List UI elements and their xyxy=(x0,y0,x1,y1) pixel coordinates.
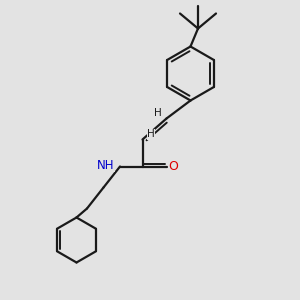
Text: H: H xyxy=(147,129,155,139)
Text: O: O xyxy=(168,160,178,173)
Text: H: H xyxy=(154,108,162,118)
Text: NH: NH xyxy=(97,159,115,172)
